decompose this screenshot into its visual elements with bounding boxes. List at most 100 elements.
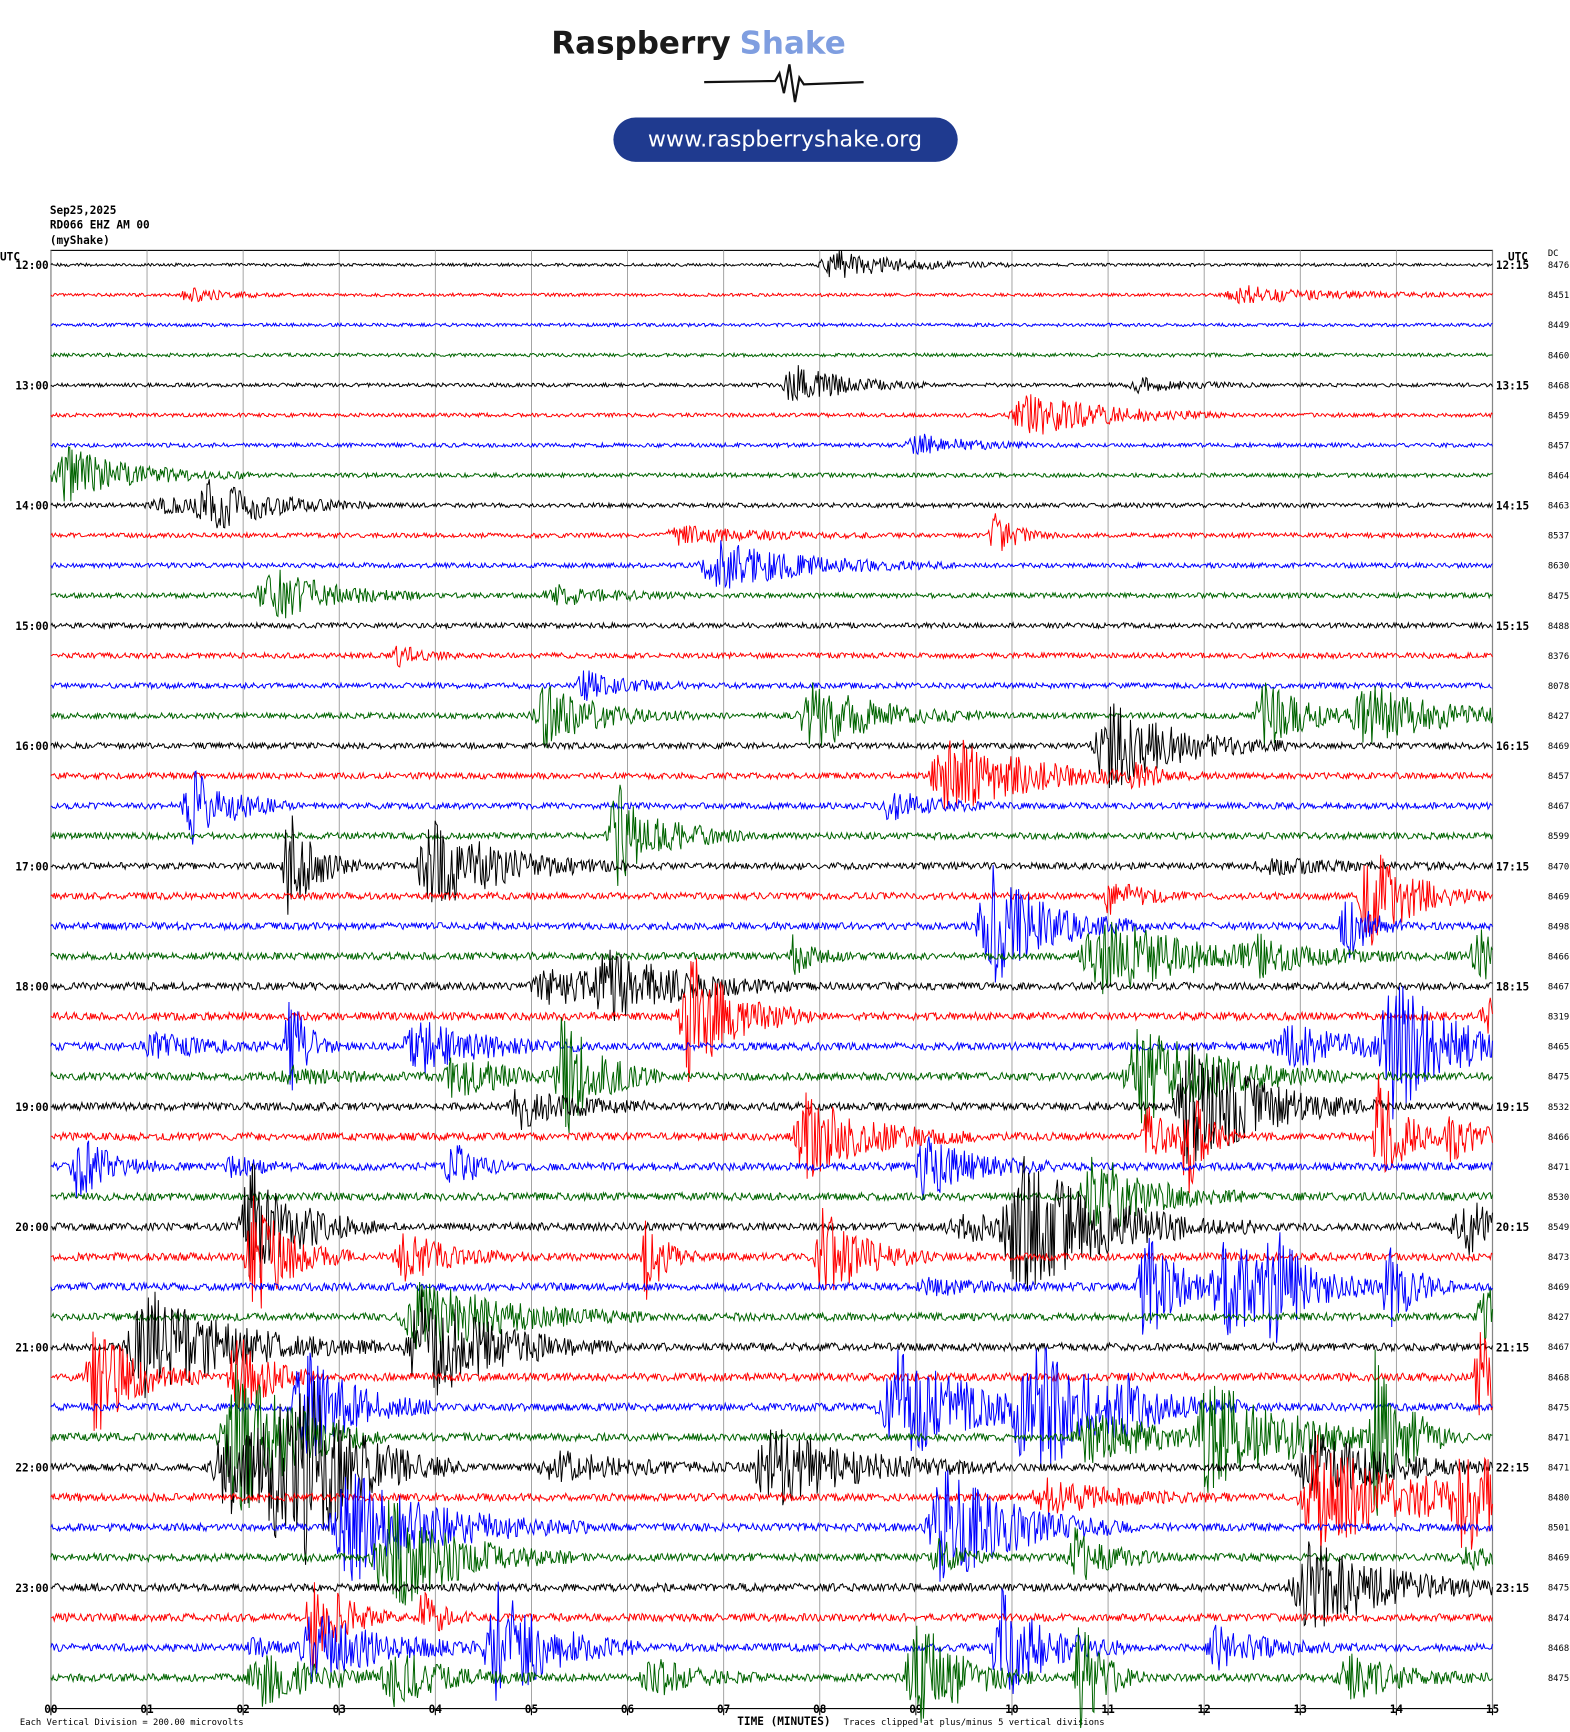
dc-value: 8469 <box>1548 1283 1569 1293</box>
dc-value: 8530 <box>1548 1193 1569 1203</box>
dc-value: 8470 <box>1548 862 1569 872</box>
date: Sep25,2025 <box>50 204 117 217</box>
x-tick-label: 06 <box>621 1703 635 1716</box>
trace <box>50 815 1493 915</box>
trace <box>50 479 1493 529</box>
trace <box>50 1434 1493 1554</box>
dc-label: DC <box>1548 249 1559 259</box>
dc-value: 8463 <box>1548 502 1569 512</box>
trace <box>50 864 1493 983</box>
trace <box>50 1195 1493 1309</box>
dc-value: 8467 <box>1548 983 1569 993</box>
dc-value: 8471 <box>1548 1163 1569 1173</box>
dc-value: 8468 <box>1548 381 1569 391</box>
right-time: 15:15 <box>1496 620 1529 633</box>
dc-value: 8466 <box>1548 952 1569 962</box>
dc-value: 8078 <box>1548 682 1569 692</box>
left-time: 22:00 <box>15 1462 48 1475</box>
dc-value: 8449 <box>1548 321 1569 331</box>
left-time: 18:00 <box>15 981 48 994</box>
left-time: 19:00 <box>15 1101 48 1114</box>
dc-value: 8498 <box>1548 922 1569 932</box>
left-time: 17:00 <box>15 860 48 873</box>
trace <box>50 1136 1493 1200</box>
dc-value: 8537 <box>1548 532 1569 542</box>
left-time: 23:00 <box>15 1582 48 1595</box>
x-tick-label: 02 <box>236 1703 249 1716</box>
x-tick-label: 15 <box>1486 1703 1499 1716</box>
left-time: 12:00 <box>15 259 48 272</box>
right-time: 22:15 <box>1496 1462 1529 1475</box>
trace <box>50 985 1493 1120</box>
x-tick-label: 08 <box>813 1703 826 1716</box>
url[interactable]: www.raspberryshake.org <box>648 126 922 152</box>
left-time: 16:00 <box>15 740 48 753</box>
trace <box>50 854 1493 946</box>
dc-value: 8471 <box>1548 1463 1569 1473</box>
dc-value: 8488 <box>1548 622 1569 632</box>
right-time: 23:15 <box>1496 1582 1529 1595</box>
right-time: 16:15 <box>1496 740 1529 753</box>
dc-value: 8476 <box>1548 261 1569 271</box>
trace <box>50 1581 1493 1701</box>
trace <box>50 1499 1493 1606</box>
left-time: 20:00 <box>15 1221 48 1234</box>
dc-value: 8501 <box>1548 1524 1569 1534</box>
source: (myShake) <box>50 234 110 247</box>
trace <box>50 250 1493 278</box>
dc-value: 8319 <box>1548 1013 1569 1023</box>
right-time: 20:15 <box>1496 1221 1529 1234</box>
trace <box>50 921 1493 995</box>
dc-value: 8480 <box>1548 1494 1569 1504</box>
left-time: 21:00 <box>15 1341 48 1354</box>
right-time: 12:15 <box>1496 259 1529 272</box>
dc-value: 8460 <box>1548 351 1569 361</box>
dc-value: 8475 <box>1548 1674 1569 1684</box>
trace <box>50 645 1493 668</box>
trace <box>50 1469 1493 1582</box>
dc-value: 8469 <box>1548 1554 1569 1564</box>
trace <box>50 1281 1493 1350</box>
x-tick-label: 09 <box>909 1703 922 1716</box>
trace <box>50 433 1493 456</box>
dc-value: 8427 <box>1548 1313 1569 1323</box>
left-axis-label: UTC <box>0 250 20 263</box>
right-time: 17:15 <box>1496 860 1529 873</box>
dc-value: 8599 <box>1548 832 1569 842</box>
dc-value: 8451 <box>1548 291 1569 301</box>
brand-accent: Shake <box>740 25 846 61</box>
trace <box>50 446 1493 502</box>
dc-value: 8469 <box>1548 892 1569 902</box>
dc-value: 8475 <box>1548 1584 1569 1594</box>
dc-value: 8466 <box>1548 1133 1569 1143</box>
trace <box>50 351 1493 359</box>
x-tick-label: 11 <box>1101 1703 1115 1716</box>
trace <box>50 513 1493 552</box>
clip-note: Traces clipped at plus/minus 5 vertical … <box>844 1718 1105 1728</box>
trace <box>50 1349 1493 1516</box>
dc-value: 8467 <box>1548 802 1569 812</box>
trace <box>50 365 1493 402</box>
trace <box>50 569 1493 619</box>
url-pill[interactable] <box>613 117 958 162</box>
trace <box>50 1073 1493 1194</box>
right-axis-label: UTC <box>1508 250 1528 263</box>
trace <box>50 770 1493 845</box>
x-tick-label: 10 <box>1005 1703 1018 1716</box>
trace <box>50 949 1493 1021</box>
trace <box>50 682 1493 749</box>
dc-value: 8474 <box>1548 1614 1569 1624</box>
dc-value: 8459 <box>1548 411 1569 421</box>
trace <box>50 1042 1493 1164</box>
x-tick-label: 12 <box>1198 1703 1211 1716</box>
left-time: 14:00 <box>15 500 48 513</box>
dc-value: 8471 <box>1548 1433 1569 1443</box>
x-tick-label: 00 <box>44 1703 57 1716</box>
trace <box>50 1381 1493 1565</box>
left-time: 15:00 <box>15 620 48 633</box>
trace <box>50 670 1493 701</box>
scale-note: Each Vertical Division = 200.00 microvol… <box>20 1718 244 1728</box>
trace <box>50 784 1493 886</box>
